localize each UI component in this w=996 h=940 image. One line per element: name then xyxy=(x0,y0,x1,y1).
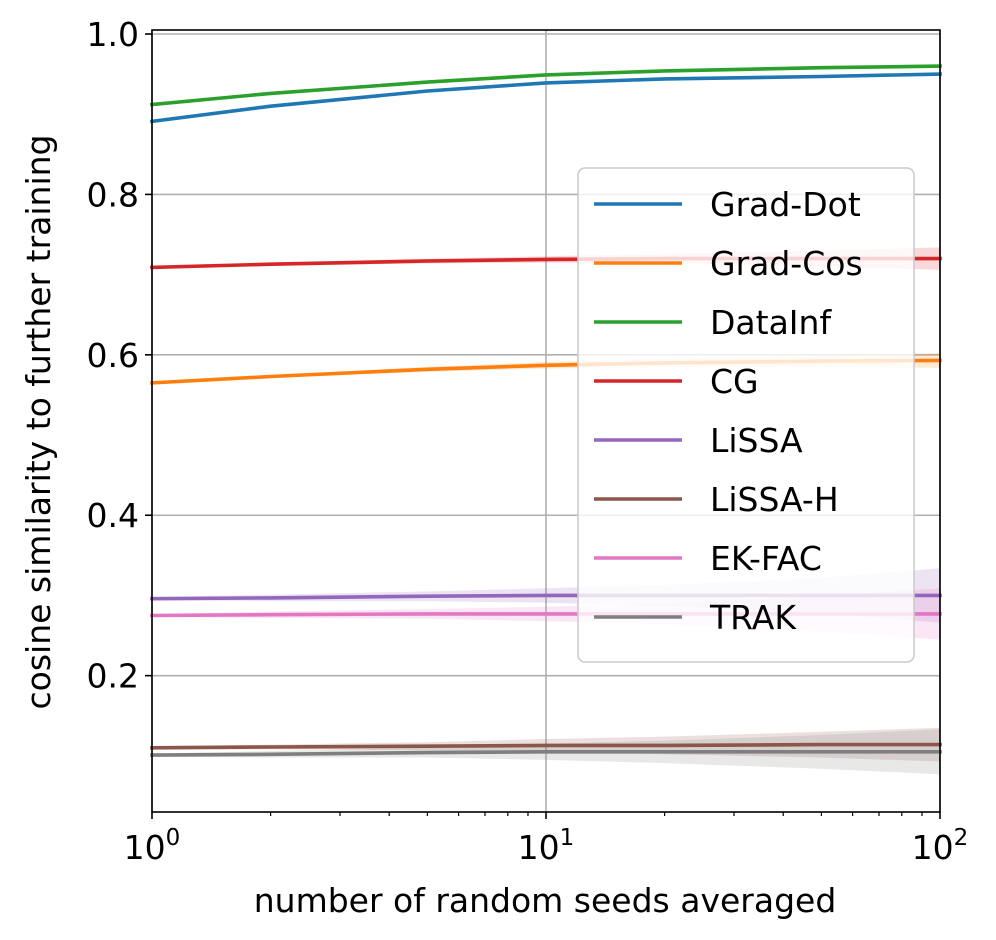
legend-item-grad-cos: Grad-Cos xyxy=(594,244,863,283)
legend-item-datainf: DataInf xyxy=(594,303,832,342)
y-axis-ticks: 0.2 0.4 0.6 0.8 1.0 xyxy=(87,15,152,696)
y-tick-label: 0.4 xyxy=(87,496,139,535)
legend-item-lissa: LiSSA xyxy=(594,421,803,460)
legend-item-lissa-h: LiSSA-H xyxy=(594,480,839,519)
x-tick-exponent: 0 xyxy=(166,825,181,851)
legend-label: LiSSA xyxy=(710,421,803,460)
x-tick-exponent: 2 xyxy=(954,825,969,851)
legend-label: Grad-Dot xyxy=(710,185,861,224)
legend-label: Grad-Cos xyxy=(710,244,863,283)
series-line-lissa-h xyxy=(150,742,942,750)
legend-label: CG xyxy=(710,362,759,401)
y-tick-label: 0.2 xyxy=(87,657,139,696)
y-tick-label: 1.0 xyxy=(87,15,139,54)
y-axis-label: cosine similarity to further training xyxy=(19,135,58,710)
x-axis-ticks: 100 101 102 xyxy=(124,812,969,867)
x-tick-base: 10 xyxy=(912,828,954,867)
y-tick-label: 0.8 xyxy=(87,175,139,214)
series-line-trak xyxy=(150,749,942,757)
legend-item-cg: CG xyxy=(594,362,759,401)
x-tick-label: 101 xyxy=(518,825,575,867)
legend-label: DataInf xyxy=(710,303,832,342)
legend-label: TRAK xyxy=(709,598,797,637)
x-tick-label: 100 xyxy=(124,825,181,867)
legend-item-trak: TRAK xyxy=(594,598,797,637)
legend-label: EK-FAC xyxy=(710,539,822,578)
legend-item-ek-fac: EK-FAC xyxy=(594,539,822,578)
x-tick-label: 102 xyxy=(912,825,969,867)
legend-label: LiSSA-H xyxy=(710,480,839,519)
x-tick-base: 10 xyxy=(124,828,166,867)
series-line-grad-dot xyxy=(149,72,942,124)
legend-box xyxy=(577,167,915,663)
legend-item-grad-dot: Grad-Dot xyxy=(594,185,861,224)
series-line-datainf xyxy=(150,64,942,107)
x-axis-label: number of random seeds averaged xyxy=(254,881,837,920)
x-tick-base: 10 xyxy=(518,828,560,867)
x-tick-exponent: 1 xyxy=(560,825,575,851)
legend: Grad-Dot Grad-Cos DataInf CG LiSSA LiSSA-H EK-… xyxy=(577,167,915,663)
y-tick-label: 0.6 xyxy=(87,336,139,375)
